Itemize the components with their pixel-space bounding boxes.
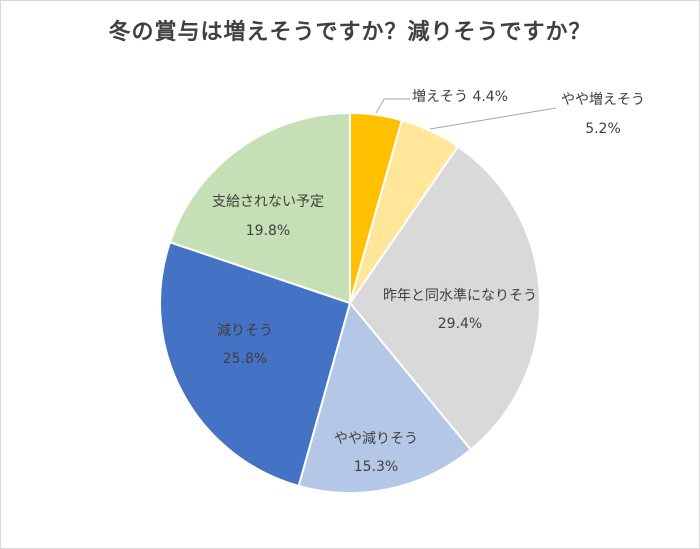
- slice-label: 支給されない予定: [212, 194, 324, 210]
- slice-value-label: 15.3%: [354, 459, 398, 475]
- slice-label: やや増えそう: [561, 92, 645, 108]
- chart-title: 冬の賞与は増えそうですか？減りそうですか？: [108, 20, 592, 45]
- slice-label: 増えそう 4.4%: [412, 89, 508, 105]
- pie-slice: [168, 111, 351, 305]
- slice-label: 減りそう: [217, 322, 273, 339]
- slice-value-label: 25.8%: [223, 351, 267, 367]
- leader-line: [429, 107, 557, 130]
- pie-slice: [348, 145, 541, 452]
- slice-label: 昨年と同水準になりそう: [383, 288, 537, 304]
- slice-value-label: 19.8%: [246, 223, 290, 239]
- slice-label: やや減りそう: [334, 430, 418, 447]
- pie-slice: [159, 240, 352, 488]
- slice-value-label: 5.2%: [585, 121, 621, 137]
- leader-lines: [375, 98, 557, 130]
- slice-value-label: 29.4%: [438, 316, 482, 332]
- leader-line: [375, 98, 410, 114]
- pie-slice: [297, 300, 473, 494]
- pie-slices: [159, 111, 541, 494]
- slice-labels: 増えそう 4.4% やや増えそう 5.2% 昨年と同水準になりそう 29.4% やや減りそ…: [212, 89, 645, 475]
